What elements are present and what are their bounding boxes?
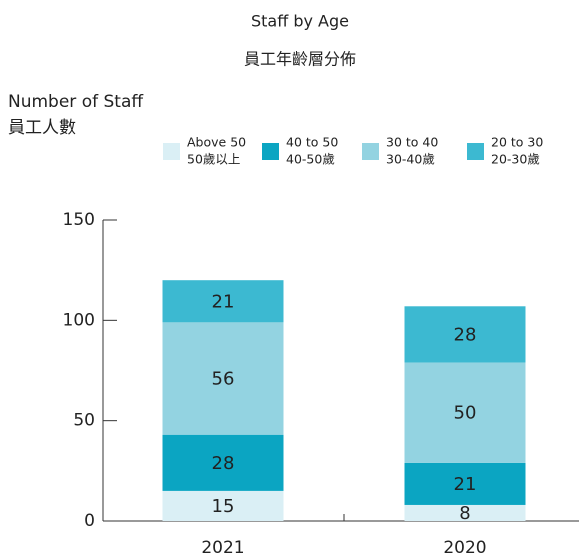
x-tick-label: 2021 — [201, 538, 244, 558]
legend-label-zh: 40-50歲 — [286, 152, 335, 167]
legend-swatch — [163, 143, 180, 160]
legend-label-zh: 20-30歲 — [491, 152, 540, 167]
data-label: 28 — [212, 453, 235, 474]
legend-swatch — [467, 143, 484, 160]
data-label: 56 — [212, 369, 235, 390]
bar-segment — [162, 322, 284, 435]
data-label: 8 — [459, 503, 470, 524]
bar-segment — [404, 306, 526, 363]
y-tick-label: 50 — [73, 411, 95, 431]
x-tick-label: 2020 — [443, 538, 486, 558]
legend-swatch — [262, 143, 279, 160]
legend-swatch — [362, 143, 379, 160]
y-tick-label: 100 — [63, 310, 95, 330]
bar-segment — [404, 504, 526, 521]
bar-segment — [162, 434, 284, 491]
bar-segment — [162, 280, 284, 323]
y-tick-label: 150 — [63, 210, 95, 230]
data-label: 50 — [454, 403, 477, 424]
legend-label: 20 to 30 — [491, 135, 543, 150]
bar-segment — [404, 462, 526, 505]
y-tick-label: 0 — [84, 511, 95, 531]
chart-subtitle: 員工年齡層分佈 — [244, 50, 356, 69]
bar-segment — [162, 490, 284, 521]
data-label: 21 — [454, 474, 477, 495]
y-axis-label: Number of Staff — [8, 92, 144, 112]
data-label: 28 — [454, 324, 477, 345]
data-label: 21 — [212, 291, 235, 312]
legend-label: Above 50 — [187, 135, 246, 150]
data-label: 15 — [212, 496, 235, 517]
bar-segment — [404, 362, 526, 463]
legend-label: 40 to 50 — [286, 135, 338, 150]
legend-label-zh: 30-40歲 — [386, 152, 435, 167]
chart-title: Staff by Age — [251, 12, 349, 31]
y-axis-label-zh: 員工人數 — [8, 118, 76, 138]
legend-label-zh: 50歲以上 — [187, 152, 240, 167]
legend-label: 30 to 40 — [386, 135, 438, 150]
